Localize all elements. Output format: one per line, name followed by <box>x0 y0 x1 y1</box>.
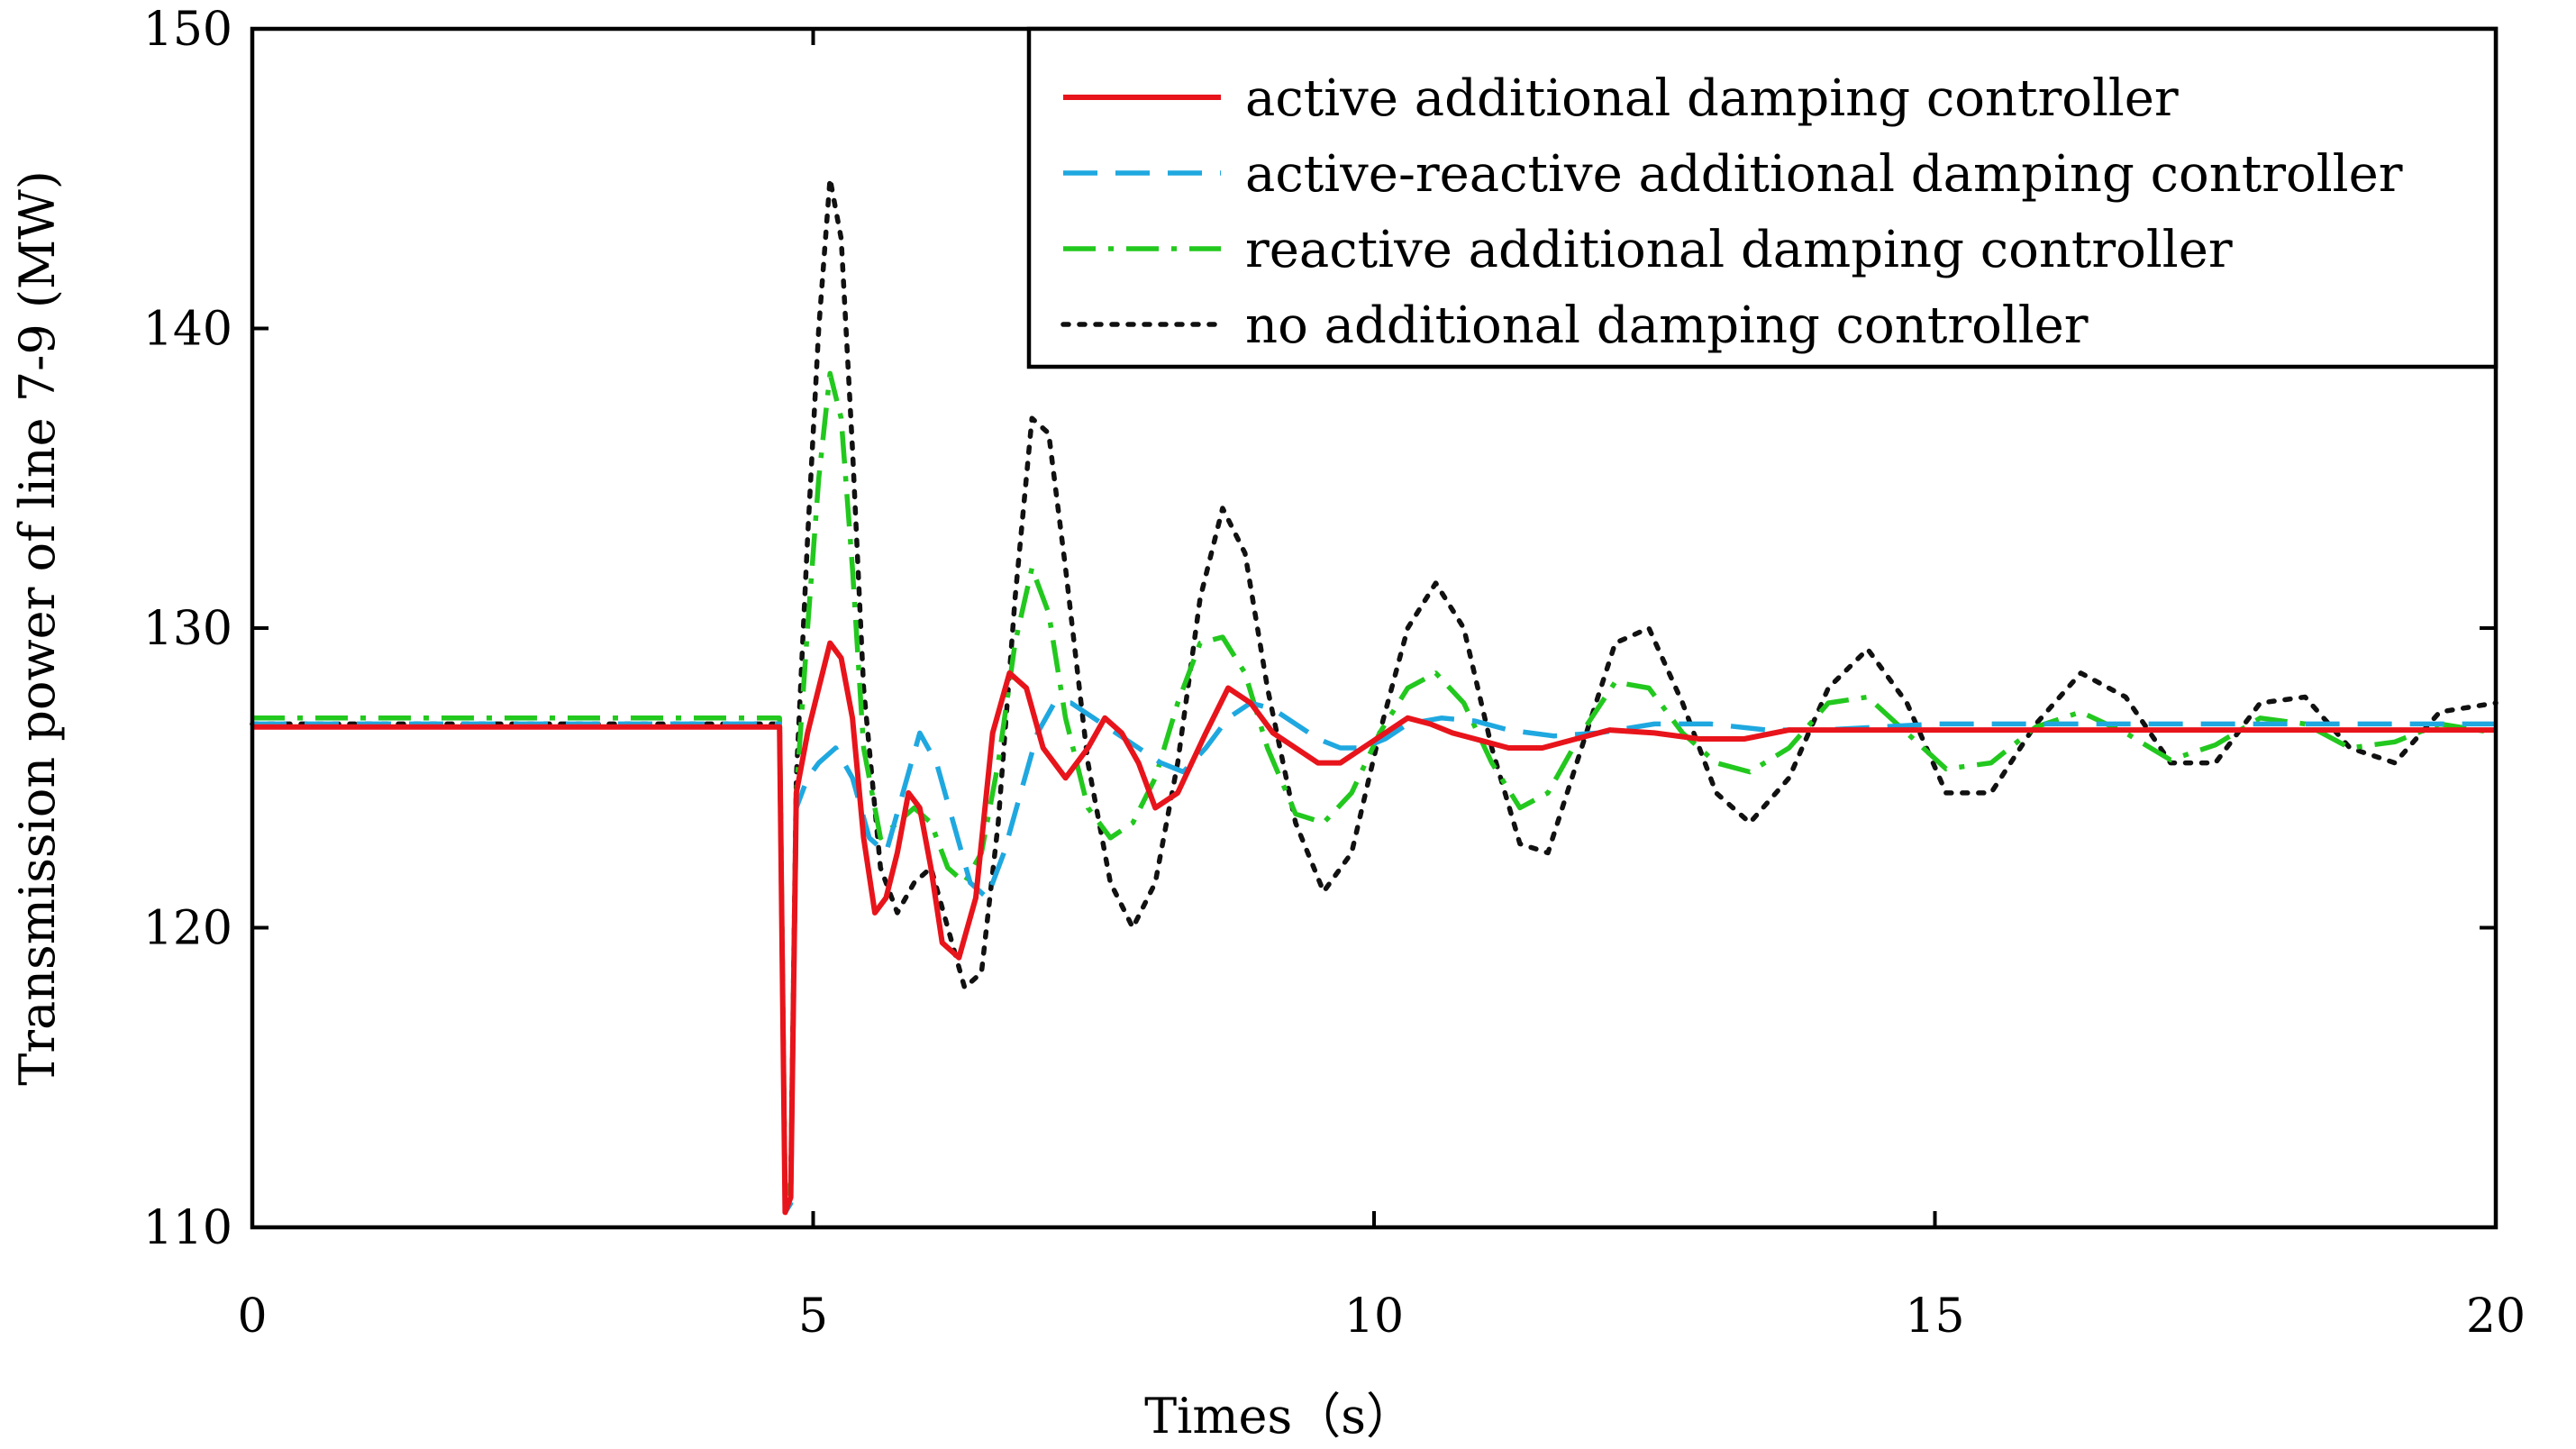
y-axis-label: Transmission power of line 7-9 (MW) <box>9 170 66 1086</box>
legend-items: active additional damping controller acti… <box>1060 69 2403 355</box>
x-axis-label: Times（s） <box>1144 1388 1415 1444</box>
series-line-3 <box>252 370 2497 1200</box>
x-tick-label: 0 <box>237 1290 267 1344</box>
series-line-4 <box>250 176 2499 1200</box>
legend-box <box>1026 26 2499 369</box>
y-tick-label: 110 <box>143 1201 232 1255</box>
y-tick-label: 120 <box>143 902 232 956</box>
x-tick-label: 20 <box>2466 1290 2526 1344</box>
y-tick-label: 140 <box>143 303 232 357</box>
legend: active additional damping controller acti… <box>1026 26 2499 369</box>
legend-label-4: no additional damping controller <box>1245 296 2089 355</box>
series-line-1 <box>252 640 2496 1216</box>
y-tick-label: 150 <box>143 3 232 57</box>
x-tick-label: 10 <box>1344 1290 1404 1344</box>
series-line-2 <box>252 700 2496 1216</box>
series-layer <box>250 176 2499 1216</box>
y-tick-label: 130 <box>143 602 232 656</box>
legend-label-2: active-reactive additional damping contr… <box>1245 145 2403 204</box>
legend-label-3: reactive additional damping controller <box>1245 221 2233 279</box>
x-tick-label: 15 <box>1905 1290 1964 1344</box>
legend-label-1: active additional damping controller <box>1245 69 2179 128</box>
ticks-layer: 0 5 10 15 20 110 120 130 140 150 <box>143 3 2526 1344</box>
x-tick-label: 5 <box>798 1290 828 1344</box>
